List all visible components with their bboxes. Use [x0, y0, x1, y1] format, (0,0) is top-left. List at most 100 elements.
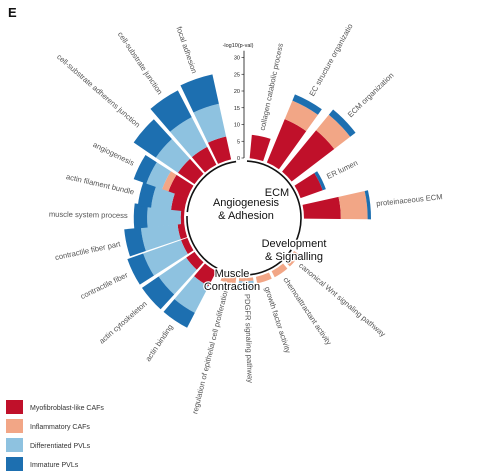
bar-canonical-wnt-signaling-pathway [285, 251, 300, 267]
bar-segment-immature-pvls [141, 276, 175, 310]
legend-swatch [6, 438, 23, 452]
bar-segment-immature-pvls [364, 190, 371, 220]
term-label-collagen-catabolic-process: collagen catabolic process [258, 42, 285, 131]
bar-pdgfr-signaling-pathway [238, 277, 255, 289]
bar-segment-myofibroblast-like-cafs [294, 173, 323, 199]
bar-chemoattractant-activity [271, 263, 288, 278]
bar-segment-myofibroblast-like-cafs [282, 130, 335, 182]
bar-segment-immature-pvls [292, 94, 322, 115]
bar-contractile-fiber-part [124, 223, 188, 257]
bar-muscle-system-process [133, 203, 185, 229]
axis-tick-label: 5 [237, 139, 240, 145]
bar-segment-inflammatory-cafs [316, 114, 351, 149]
bar-er-lumen [294, 171, 326, 199]
bar-cell-substrate-junction [150, 90, 217, 173]
bar-regulation-of-epithelial-cell-proliferation [220, 274, 237, 285]
legend-swatch [6, 419, 23, 433]
term-label-proteinaceous-ecm: proteinaceous ECM [376, 192, 443, 208]
bar-segment-immature-pvls [133, 119, 172, 158]
term-label-contractile-fiber-part: contractile fiber part [54, 239, 122, 262]
legend-item-differentiated-pvls: Differentiated PVLs [6, 438, 91, 452]
bar-segment-myofibroblast-like-cafs [302, 196, 341, 220]
group-arc [186, 215, 218, 270]
legend-swatch [6, 457, 23, 471]
bar-segment-differentiated-pvls [170, 117, 208, 158]
bar-segment-inflammatory-cafs [284, 100, 318, 132]
bar-segment-myofibroblast-like-cafs [177, 158, 204, 185]
term-label-pdgfr-signaling-pathway: PDGFR signaling pathway [243, 294, 255, 384]
axis-tick-label: 0 [237, 156, 240, 162]
bar-focal-adhesion [180, 74, 232, 164]
bar-layer [124, 74, 371, 328]
bar-angiogenesis [133, 154, 194, 199]
bar-segment-immature-pvls [163, 299, 195, 328]
term-label-muscle-system-process: muscle system process [49, 210, 128, 220]
bar-segment-myofibroblast-like-cafs [249, 134, 271, 162]
legend-label: Differentiated PVLs [30, 443, 91, 450]
term-label-actin-cytoskeleton: actin cytoskeleton [97, 299, 148, 345]
legend-swatch [6, 400, 23, 414]
bar-segment-inflammatory-cafs [162, 171, 177, 192]
bar-segment-immature-pvls [328, 109, 356, 137]
bar-growth-factor-activity [255, 272, 272, 284]
bar-actin-filament-bundle [137, 182, 188, 212]
bar-segment-differentiated-pvls [151, 186, 175, 210]
group-arc [224, 249, 292, 276]
legend-item-inflammatory-cafs: Inflammatory CAFs [6, 419, 90, 433]
term-label-focal-adhesion: focal adhesion [174, 25, 198, 74]
bar-segment-inflammatory-cafs [285, 251, 300, 267]
bar-segment-immature-pvls [137, 182, 156, 208]
term-label-growth-factor-activity: growth factor activity [263, 286, 293, 355]
bar-segment-immature-pvls [238, 283, 255, 289]
term-label-cell-substrate-adherens-junction: cell-substrate adherens junction [55, 52, 142, 129]
bar-segment-myofibroblast-like-cafs [171, 193, 188, 212]
group-title: Angiogenesis & Adhesion [213, 197, 280, 222]
bar-segment-myofibroblast-like-cafs [186, 251, 204, 270]
panel-letter: E [8, 5, 17, 20]
bar-ecm-organization [282, 109, 356, 182]
bar-segment-immature-pvls [150, 90, 192, 132]
term-label-contractile-fiber: contractile fiber [79, 270, 130, 301]
term-label-actin-filament-bundle: actin filament bundle [65, 172, 135, 196]
bar-segment-differentiated-pvls [238, 280, 254, 285]
axis-tick-label: 30 [234, 56, 240, 62]
value-axis: 0 5 10 15 20 25 30 -log10(p-val) [223, 43, 254, 162]
bar-ec-structure-organizatio [266, 94, 322, 170]
legend-item-immature-pvls: Immature PVLs [6, 457, 79, 471]
bar-segment-myofibroblast-like-cafs [177, 223, 188, 240]
group-title: ECM [265, 187, 289, 199]
bar-actin-cytoskeleton [141, 251, 204, 310]
bar-segment-immature-pvls [124, 227, 146, 257]
legend-item-myofibroblast-like-cafs: Myofibroblast-like CAFs [6, 400, 104, 414]
bar-segment-differentiated-pvls [143, 240, 188, 276]
axis-tick-label: 20 [234, 89, 240, 95]
bar-segment-differentiated-pvls [174, 276, 209, 313]
axis-tick-label: 15 [234, 106, 240, 112]
bar-segment-inflammatory-cafs [238, 277, 254, 282]
bar-segment-differentiated-pvls [193, 103, 227, 143]
term-label-angiogenesis: angiogenesis [92, 140, 136, 168]
bar-segment-differentiated-pvls [158, 257, 197, 295]
bar-segment-myofibroblast-like-cafs [181, 237, 194, 254]
bar-segment-immature-pvls [127, 253, 154, 285]
legend-label: Myofibroblast-like CAFs [30, 405, 104, 412]
axis-tick-label: 10 [234, 123, 240, 129]
bar-contractile-fiber [127, 237, 194, 285]
bar-segment-differentiated-pvls [146, 162, 171, 190]
term-label-cell-substrate-junction: cell-substrate junction [116, 30, 165, 96]
bar-segment-immature-pvls [133, 154, 157, 184]
term-label-er-lumen: ER lumen [325, 158, 359, 181]
bar-segment-myofibroblast-like-cafs [194, 263, 217, 287]
bar-segment-immature-pvls [314, 171, 326, 191]
axis-tick-label: 25 [234, 72, 240, 78]
bar-proteinaceous-ecm [302, 190, 371, 220]
legend: Myofibroblast-like CAFs Inflammatory CAFs… [6, 400, 104, 471]
term-label-ecm-organization: ECM organization [346, 71, 396, 119]
bar-segment-inflammatory-cafs [271, 263, 288, 278]
term-label-ec-structure-organizatio: EC structure organizatio [307, 22, 354, 98]
bar-segment-differentiated-pvls [140, 224, 181, 252]
bar-segment-immature-pvls [180, 74, 219, 113]
bar-cell-substrate-adherens-junction [133, 119, 204, 185]
bar-segment-myofibroblast-like-cafs [191, 146, 217, 173]
